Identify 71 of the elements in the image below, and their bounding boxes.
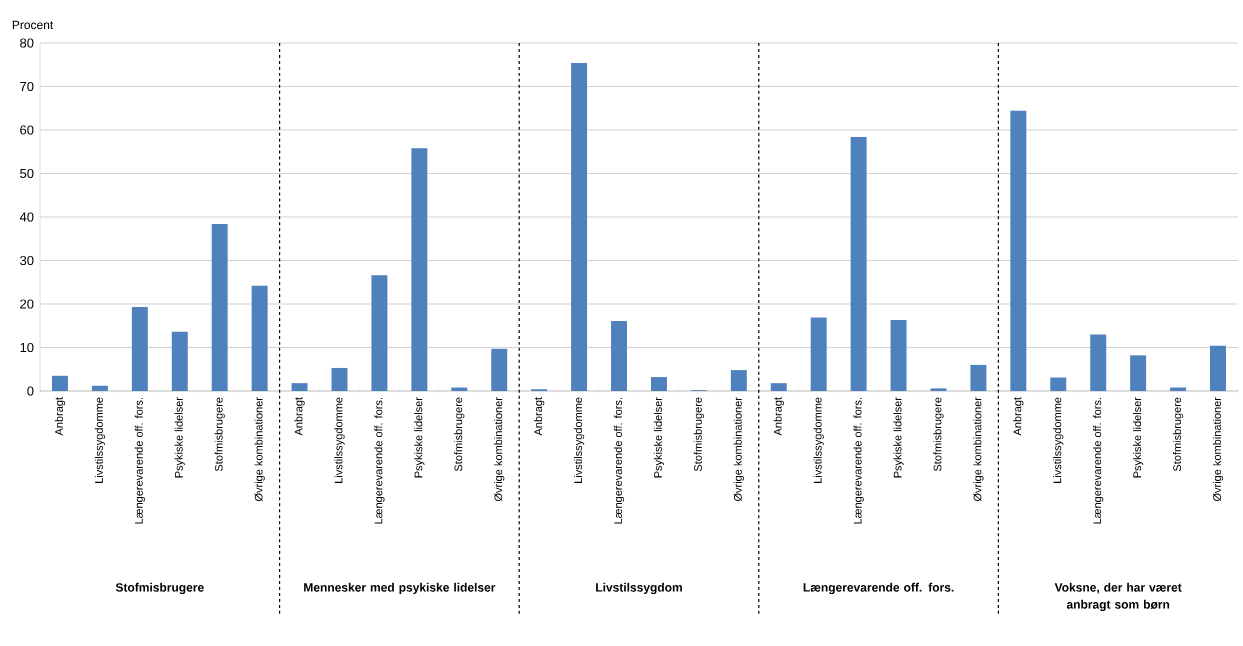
x-tick-label: Øvrige kombinationer — [733, 397, 744, 502]
x-tick-label: Længerevarende off. fors. — [613, 398, 625, 524]
bar — [650, 377, 667, 391]
x-tick-label: Psykiske lidelser — [893, 397, 904, 478]
x-tick-label: Stofmisbrugere — [1172, 397, 1184, 472]
bar — [890, 320, 907, 391]
x-tick-label: Livstilssygdomme — [573, 397, 585, 483]
x-tick-label: Stofmisbrugere — [693, 397, 705, 472]
x-tick-label: Længerevarende off. fors. — [853, 398, 864, 524]
x-tick-label: Stofmisbrugere — [933, 397, 944, 472]
x-tick-label: Længerevarende off. fors. — [374, 398, 385, 524]
bar — [211, 223, 228, 391]
x-tick-label: Anbragt — [54, 397, 66, 436]
bar — [251, 285, 268, 391]
text: Mennesker med psykiske lidelser — [304, 582, 496, 595]
bar — [331, 367, 348, 391]
x-tick-label: Øvrige kombinationer — [494, 397, 505, 502]
y-tick-label: 40 — [19, 212, 34, 222]
x-tick-label: Øvrige kombinationer — [1212, 397, 1224, 502]
bar — [1050, 377, 1067, 391]
y-tick-label: 0 — [27, 386, 34, 396]
y-tick-label: 50 — [20, 168, 34, 179]
x-tick-label: Psykiske lidelser — [174, 397, 185, 478]
x-tick-label: Psykiske lidelser — [1133, 397, 1144, 478]
x-tick-label: Stofmisbrugere — [454, 397, 465, 472]
x-tick-label: Anbragt — [773, 397, 784, 436]
y-tick-label: 80 — [20, 38, 34, 48]
x-tick-label: Livstilssygdomme — [94, 397, 106, 483]
bar — [371, 275, 388, 391]
x-tick-label: Livstilssygdomme — [813, 397, 824, 483]
x-tick-label: Anbragt — [534, 397, 545, 436]
bar — [1010, 110, 1027, 391]
x-tick-label: Øvrige kombinationer — [254, 397, 265, 502]
y-tick-label: 20 — [20, 299, 34, 309]
x-tick-label: Livstilssygdomme — [334, 397, 345, 483]
bar — [411, 148, 428, 391]
x-tick-label: Psykiske lidelser — [414, 397, 425, 478]
bar — [571, 63, 588, 391]
bar — [930, 388, 947, 391]
bar — [491, 348, 508, 391]
bar — [291, 383, 308, 391]
y-tick-label: 70 — [20, 81, 34, 92]
text: Stofmisbrugere — [115, 582, 204, 595]
x-tick-label: Længerevarende off. fors. — [1093, 398, 1104, 524]
bar — [770, 383, 787, 391]
x-tick-label: Øvrige kombinationer — [973, 397, 984, 502]
bar — [1210, 345, 1226, 391]
x-tick-label: Stofmisbrugere — [214, 397, 225, 472]
x-tick-label: Anbragt — [1013, 397, 1024, 436]
y-tick-label: 30 — [20, 255, 34, 266]
bar — [850, 136, 867, 391]
x-tick-label: Livstilssygdomme — [1053, 397, 1064, 483]
bar — [1090, 334, 1107, 391]
bar — [131, 307, 148, 391]
bar — [970, 364, 987, 391]
bar — [91, 385, 108, 391]
y-tick-label: 60 — [20, 125, 34, 135]
text: Voksne, der har været anbragt som børn — [1054, 582, 1182, 612]
x-tick-label: Længerevarende off. fors. — [134, 398, 145, 524]
text: Livstilssygdom — [596, 582, 682, 595]
y-tick-label: 10 — [20, 342, 34, 353]
bar — [810, 317, 827, 391]
bar — [1130, 355, 1147, 391]
bar — [171, 331, 188, 391]
bar — [730, 370, 747, 391]
text: Længerevarende off. fors. — [803, 582, 954, 595]
bar — [51, 375, 68, 391]
y-axis-title: Procent — [12, 20, 54, 30]
bar — [611, 320, 628, 391]
x-tick-label: Psykiske lidelser — [653, 397, 665, 478]
x-tick-label: Anbragt — [294, 397, 305, 436]
